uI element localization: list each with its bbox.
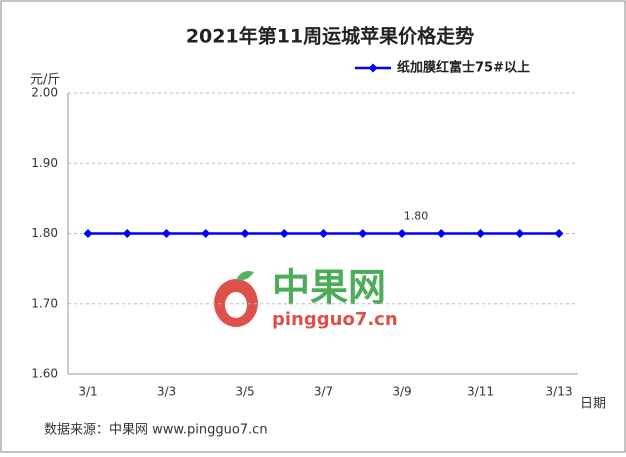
x-tick-label: 3/7: [314, 385, 333, 399]
x-tick-label: 3/3: [157, 385, 176, 399]
point-marker: [83, 229, 93, 238]
y-tick-label: 2.00: [31, 86, 58, 100]
point-marker: [554, 229, 564, 238]
point-marker: [319, 229, 328, 238]
point-marker: [515, 229, 525, 238]
x-tick-label: 3/1: [78, 385, 97, 399]
point-marker: [436, 229, 446, 238]
y-tick-label: 1.70: [31, 296, 58, 310]
y-axis-label: 元/斤: [30, 73, 60, 88]
x-tick-label: 3/5: [235, 385, 254, 399]
point-marker: [162, 229, 171, 238]
y-tick-label: 1.60: [31, 367, 58, 381]
chart-title: 2021年第11周运城苹果价格走势: [186, 25, 474, 48]
logo-apple-inner: [225, 292, 247, 318]
x-tick-label: 3/11: [467, 385, 494, 399]
watermark-url: pingguo7.cn: [272, 309, 398, 330]
x-tick-label: 3/13: [546, 385, 573, 399]
point-marker: [476, 229, 485, 238]
legend-marker: [368, 63, 378, 73]
legend-label: 纸加膜红富士75#以上: [397, 60, 530, 76]
data-label: 1.80: [404, 210, 429, 223]
y-tick-label: 1.90: [31, 156, 58, 170]
point-marker: [279, 229, 289, 238]
point-marker: [358, 229, 368, 238]
watermark-name: 中果网: [272, 266, 386, 310]
x-axis-label: 日期: [580, 397, 606, 412]
point-marker: [397, 229, 407, 238]
point-marker: [122, 229, 132, 238]
logo-leaf: [236, 271, 254, 281]
x-tick-label: 3/9: [392, 385, 411, 399]
watermark: 中果网 pingguo7.cn: [214, 266, 398, 330]
source: 数据来源：中果网 www.pingguo7.cn: [44, 423, 268, 438]
point-marker: [240, 229, 250, 238]
y-tick-label: 1.80: [31, 226, 58, 240]
point-marker: [201, 229, 211, 238]
